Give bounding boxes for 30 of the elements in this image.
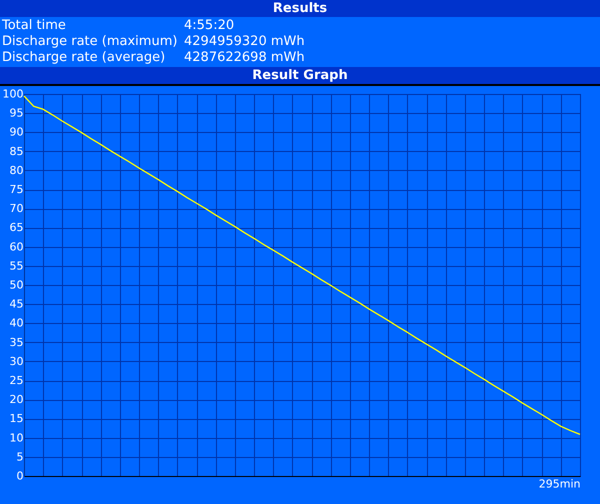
y-tick-label: 70: [10, 202, 24, 216]
text: 4:55:20: [184, 18, 236, 34]
y-tick-label: 55: [10, 259, 24, 272]
chart-subtitle: Result Graph: [0, 67, 600, 84]
y-tick-label: 40: [10, 316, 24, 330]
text: Total time: [2, 18, 67, 34]
text: Discharge rate (maximum): [2, 34, 178, 50]
y-tick-label: 30: [10, 354, 24, 368]
y-tick-label: 25: [10, 374, 24, 387]
y-tick-label: 50: [10, 278, 24, 292]
y-tick-label: 80: [10, 164, 24, 177]
y-tick-label: 60: [10, 240, 24, 254]
y-tick-label: 85: [10, 144, 24, 158]
y-tick-label: 10: [10, 431, 24, 444]
y-tick-label: 90: [10, 126, 24, 139]
y-tick-label: 20: [10, 393, 24, 406]
y-tick-label: 0: [16, 470, 24, 482]
text: 4294959320 mWh: [184, 34, 306, 50]
y-tick-label: 45: [10, 298, 24, 311]
y-tick-label: 35: [10, 336, 24, 349]
y-tick-label: 65: [10, 221, 24, 234]
y-tick-label: 15: [10, 412, 24, 426]
x-axis-title: 295min: [538, 478, 581, 490]
y-tick-label: 95: [10, 106, 24, 120]
y-tick-label: 5: [16, 450, 24, 464]
chart-title: Results: [0, 0, 600, 17]
y-tick-label: 75: [10, 183, 24, 196]
text: 4287622698 mWh: [184, 50, 306, 66]
y-tick-label: 100: [2, 88, 24, 100]
text: Discharge rate (average): [2, 50, 166, 66]
